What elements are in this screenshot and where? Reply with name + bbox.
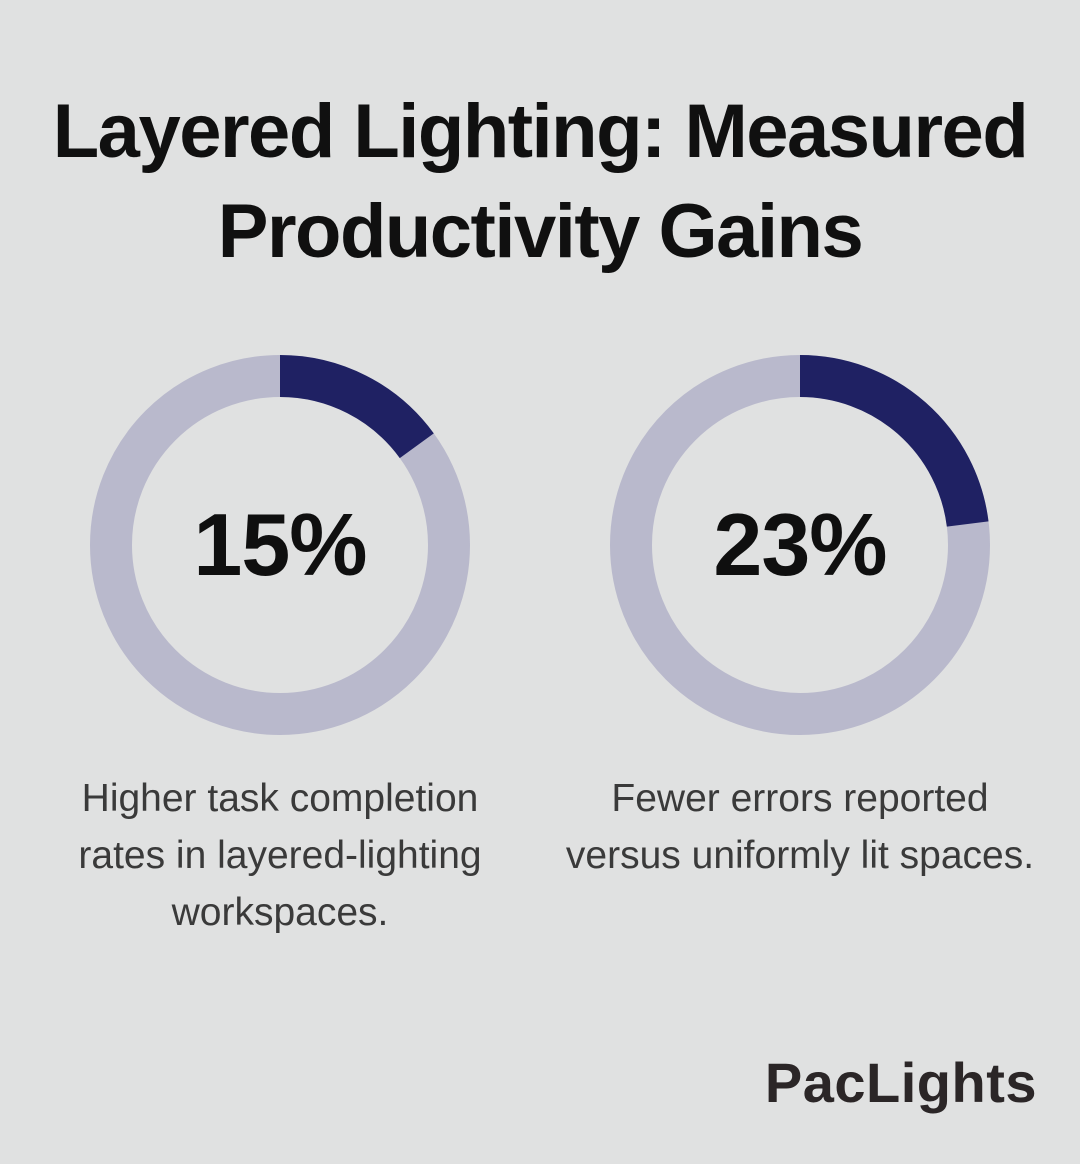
percent-value: 15% <box>193 495 367 594</box>
page-title-line-2: Productivity Gains <box>217 189 864 274</box>
page-title-line-1: Layered Lighting: Measured <box>52 89 1029 174</box>
chart-caption-fewer-errors: Fewer errors reported versus uniformly l… <box>565 777 1035 877</box>
donut-svg <box>90 355 470 735</box>
donut-progress-arc <box>610 355 990 735</box>
donut-svg <box>610 355 990 735</box>
donut-chart-task-completion: 15% <box>90 355 470 735</box>
brand-logo: PacLights <box>764 1051 1037 1114</box>
chart-caption-task-completion: Higher task completion rates in layered-… <box>78 777 482 934</box>
donut-chart-fewer-errors: 23% <box>610 355 990 735</box>
page-title: Layered Lighting: Measured Productivity … <box>0 82 1080 282</box>
donut-progress-arc <box>90 355 470 735</box>
percent-value: 23% <box>713 495 887 594</box>
